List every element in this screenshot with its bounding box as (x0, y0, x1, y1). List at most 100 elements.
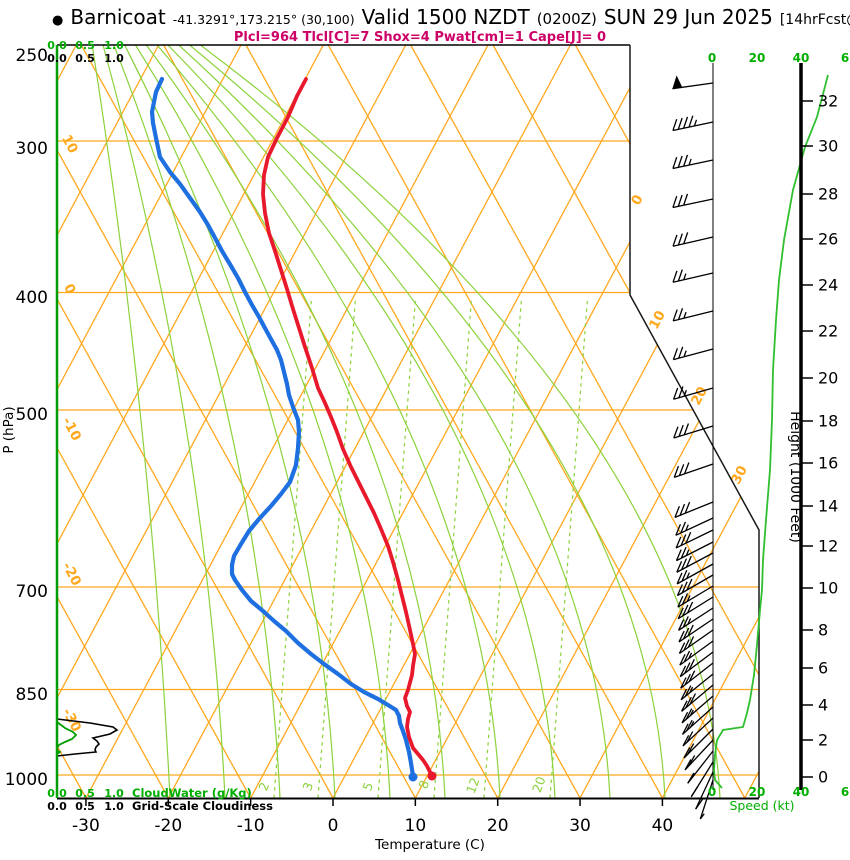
svg-text:1.0: 1.0 (104, 787, 124, 800)
svg-text:20: 20 (749, 785, 766, 799)
svg-text:16: 16 (818, 454, 838, 473)
orange-grid (57, 45, 759, 798)
svg-text:P (hPa): P (hPa) (1, 406, 17, 453)
svg-text:8: 8 (415, 778, 432, 791)
svg-text:12: 12 (463, 775, 483, 795)
cloud-scale-labels: 0.00.00.00.00.50.50.50.51.01.01.01.0Clou… (47, 39, 273, 813)
svg-text:14: 14 (818, 497, 838, 516)
svg-text:18: 18 (818, 412, 838, 431)
svg-text:400: 400 (16, 288, 48, 308)
svg-text:2: 2 (818, 731, 828, 750)
svg-text:0.0: 0.0 (47, 787, 67, 800)
speed-profile (713, 74, 829, 789)
svg-text:10: 10 (818, 579, 838, 598)
surface-temperature-dot (427, 771, 437, 781)
station-coordinates: -41.3291°,173.215° (30,100) (172, 12, 355, 27)
svg-text:-30: -30 (72, 816, 100, 836)
svg-text:30: 30 (728, 463, 751, 487)
svg-text:40: 40 (793, 785, 810, 799)
svg-text:28: 28 (818, 185, 838, 204)
svg-text:10: 10 (58, 132, 81, 156)
valid-time: Valid 1500 NZDT (361, 5, 530, 29)
svg-text:6: 6 (818, 659, 828, 678)
svg-text:0.0: 0.0 (47, 39, 67, 52)
svg-text:0: 0 (708, 785, 716, 799)
svg-text:1.0: 1.0 (104, 39, 124, 52)
svg-text:-10: -10 (237, 816, 265, 836)
svg-text:40: 40 (652, 816, 674, 836)
station-name: Barnicoat (70, 5, 166, 29)
svg-text:4: 4 (818, 696, 828, 715)
svg-text:30: 30 (818, 137, 838, 156)
wind-barbs (672, 63, 714, 820)
green-grid (91, 45, 721, 798)
cloud-curves (56, 718, 119, 757)
svg-text:500: 500 (16, 405, 48, 425)
svg-text:Height (1000 Feet): Height (1000 Feet) (787, 411, 803, 543)
svg-text:6: 6 (841, 785, 849, 799)
svg-text:1.0: 1.0 (104, 800, 124, 813)
svg-text:850: 850 (16, 685, 48, 705)
dewpoint-curve (149, 76, 416, 779)
svg-text:Grid-Scale Cloudiness: Grid-Scale Cloudiness (132, 799, 273, 813)
svg-text:32: 32 (818, 92, 838, 111)
grid-scale-cloudiness-curve (56, 718, 119, 757)
forecast-hour: [14hrFcst@1727z] (779, 12, 850, 28)
cloudwater-curve (56, 721, 78, 755)
svg-text:-10: -10 (59, 415, 85, 444)
pressure-axis: 250 300 400 500 700 850 1000 P (hPa) (1, 46, 48, 790)
stability-indices: Plcl=964 Tlcl[C]=7 Shox=4 Pwat[cm]=1 Cap… (233, 30, 607, 45)
sounding-profiles (149, 76, 437, 782)
svg-text:24: 24 (818, 276, 838, 295)
svg-text:20: 20 (529, 774, 549, 794)
svg-text:0.0: 0.0 (47, 800, 67, 813)
zulu-time: (0200Z) (536, 10, 597, 28)
svg-text:1.0: 1.0 (104, 52, 124, 65)
temperature-curve (261, 77, 434, 778)
svg-text:1000: 1000 (5, 770, 48, 790)
svg-text:12: 12 (818, 537, 838, 556)
svg-text:0.5: 0.5 (75, 39, 95, 52)
svg-text:20: 20 (688, 384, 711, 408)
svg-text:10: 10 (405, 816, 427, 836)
svg-text:-20: -20 (154, 816, 182, 836)
svg-text:22: 22 (818, 322, 838, 341)
svg-text:Speed (kt): Speed (kt) (729, 798, 794, 813)
svg-text:5: 5 (359, 780, 376, 793)
surface-dewpoint-dot (408, 772, 418, 782)
station-bullet-icon: ● (52, 13, 64, 28)
svg-text:20: 20 (818, 369, 838, 388)
svg-text:20: 20 (749, 51, 766, 65)
svg-text:0: 0 (818, 768, 828, 787)
temperature-axis: -30 -20 -10 0 10 20 30 40 Temperature (C) (72, 798, 673, 853)
svg-text:0: 0 (60, 281, 79, 297)
wind-speed-curve (713, 74, 829, 789)
svg-text:20: 20 (487, 816, 509, 836)
svg-text:3: 3 (299, 780, 316, 793)
svg-text:40: 40 (793, 51, 810, 65)
svg-text:0: 0 (328, 816, 339, 836)
svg-text:Temperature (C): Temperature (C) (374, 837, 485, 853)
svg-text:CloudWater (g/Kg): CloudWater (g/Kg) (132, 786, 252, 800)
svg-text:10: 10 (646, 308, 669, 332)
valid-date: SUN 29 Jun 2025 (603, 5, 773, 29)
svg-text:0.5: 0.5 (75, 52, 95, 65)
svg-text:0.0: 0.0 (47, 52, 67, 65)
svg-text:0: 0 (628, 192, 647, 208)
right-boundary (629, 45, 760, 798)
svg-text:6: 6 (841, 51, 849, 65)
plot-borders (55, 44, 760, 800)
svg-text:8: 8 (818, 621, 828, 640)
chart-title: ● Barnicoat -41.3291°,173.215° (30,100) … (52, 5, 850, 29)
svg-text:2: 2 (255, 780, 272, 793)
svg-text:250: 250 (16, 46, 48, 66)
svg-text:30: 30 (569, 816, 591, 836)
svg-text:300: 300 (16, 139, 48, 159)
svg-text:0: 0 (708, 51, 716, 65)
svg-text:0.5: 0.5 (75, 787, 95, 800)
